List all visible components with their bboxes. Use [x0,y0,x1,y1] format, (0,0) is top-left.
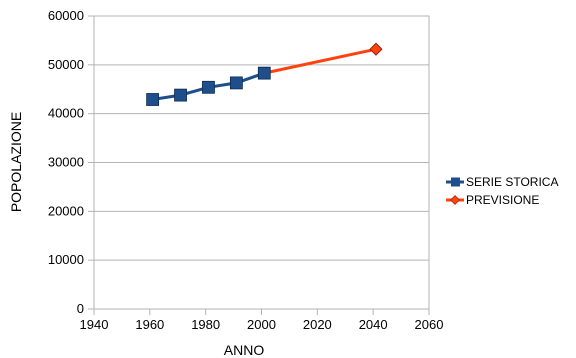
tick-labels: 0 10000 20000 30000 40000 50000 60000 1940 1960 1… [48,8,444,332]
series-previsione [263,42,383,75]
y-tick-label: 50000 [48,57,84,72]
series-layer [146,42,383,106]
legend-swatch-marker [451,177,460,187]
y-tick-label: 20000 [48,203,84,218]
data-point [146,93,160,106]
data-point [229,76,243,90]
x-tick-label: 2020 [303,317,332,332]
data-point [369,42,383,56]
legend-label: SERIE STORICA [466,175,558,189]
x-tick-label: 1960 [135,317,164,332]
data-point [257,66,271,80]
x-tick-label: 2000 [247,317,276,332]
data-point [202,80,215,94]
x-axis-title: ANNO [224,342,265,358]
x-tick-label: 1980 [191,317,220,332]
y-axis-title: POPOLAZIONE [8,112,24,212]
gridlines [94,15,429,310]
data-point [174,88,187,102]
legend-label: PREVISIONE [466,193,539,207]
y-tick-label: 30000 [48,155,84,170]
axes [88,15,430,315]
x-tick-label: 1940 [80,317,109,332]
legend-swatch-marker [450,195,460,205]
x-tick-label: 2040 [359,317,388,332]
y-tick-label: 60000 [48,8,84,23]
y-tick-label: 0 [77,301,84,316]
x-tick-label: 2060 [415,317,444,332]
series-line [263,47,377,75]
legend: SERIE STORICA PREVISIONE [446,175,558,207]
series-serie-storica [146,66,271,106]
y-tick-label: 10000 [48,252,84,267]
y-tick-label: 40000 [48,106,84,121]
